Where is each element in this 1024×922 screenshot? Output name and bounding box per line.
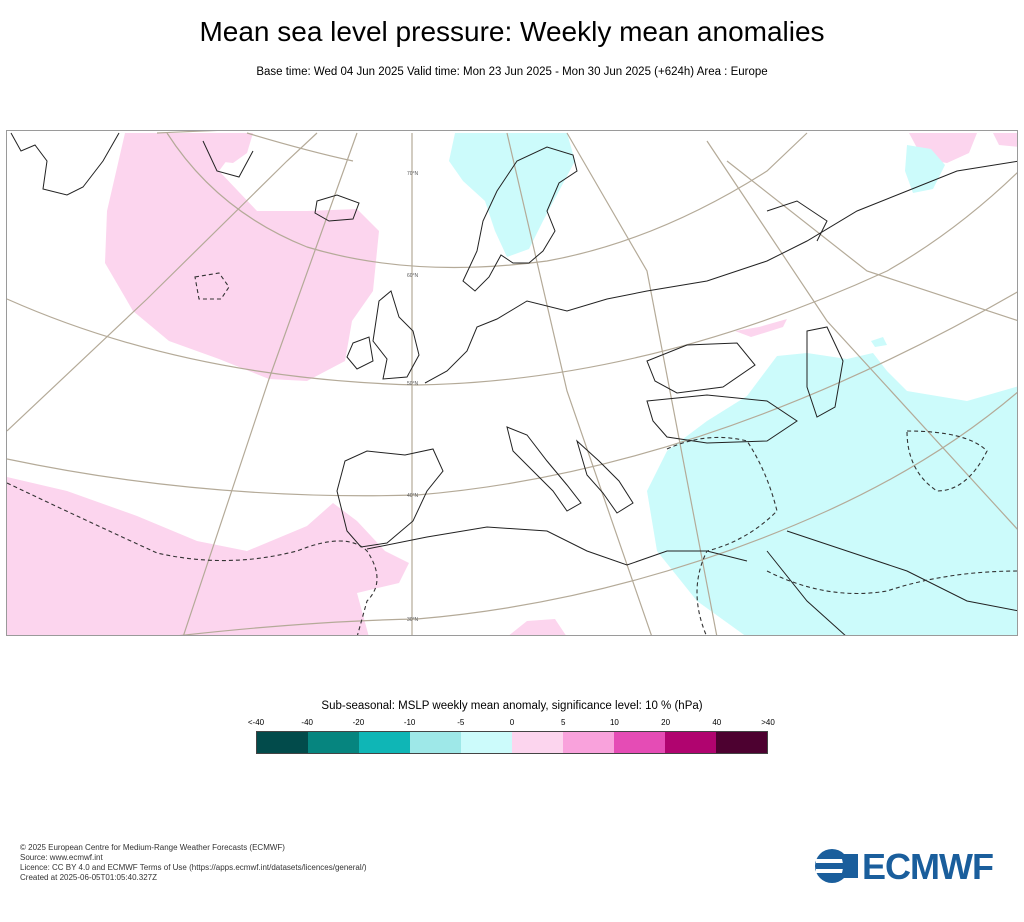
ireland-coast xyxy=(346,336,374,370)
page-title: Mean sea level pressure: Weekly mean ano… xyxy=(199,16,825,47)
white-sea-coast xyxy=(766,200,828,242)
scandinavia-coast xyxy=(462,146,578,292)
lat-label-50: 50°N xyxy=(407,381,419,387)
southeast-negative-anomaly xyxy=(647,353,1017,635)
legend-swatch xyxy=(461,732,512,753)
legend-tick-label: -5 xyxy=(457,718,465,727)
coastlines xyxy=(10,132,1017,635)
legend-tick-label: 20 xyxy=(661,718,671,727)
legend-swatch xyxy=(665,732,716,753)
legend-swatch xyxy=(512,732,563,753)
svalbard-coast xyxy=(202,140,254,178)
caspian-negative-anomaly xyxy=(871,337,887,347)
scandinavia-negative-anomaly xyxy=(449,133,575,257)
legend-tick-label: 5 xyxy=(560,718,566,727)
latitude-labels: 70°N 60°N 50°N 40°N 30°N xyxy=(407,171,419,623)
turkey-coast xyxy=(646,394,798,444)
balkans-greece-coast xyxy=(576,439,634,514)
greenland-positive-anomaly xyxy=(207,133,253,163)
legend-colorbar xyxy=(256,731,768,754)
footer-created: Created at 2025-06-05T01:05:40.327Z xyxy=(20,873,157,882)
red-sea-coast xyxy=(766,550,846,635)
lat-label-60: 60°N xyxy=(407,273,419,279)
legend-swatch xyxy=(410,732,461,753)
north-africa-coast xyxy=(366,526,748,566)
iberia-atlantic-positive-anomaly xyxy=(7,477,409,635)
ecmwf-logo[interactable]: ECMWF xyxy=(814,846,1006,887)
legend-tick-label: -10 xyxy=(403,718,416,727)
footer-source: Source: www.ecmwf.int xyxy=(20,853,103,862)
lat-label-70: 70°N xyxy=(407,171,419,177)
britain-coast xyxy=(372,290,420,380)
footer-copyright: © 2025 European Centre for Medium-Range … xyxy=(20,843,285,852)
legend-tick-label: -40 xyxy=(301,718,313,727)
footer-licence: Licence: CC BY 4.0 and ECMWF Terms of Us… xyxy=(20,863,367,872)
caspian-coast xyxy=(806,326,844,418)
black-sea-coast xyxy=(646,342,756,394)
legend-swatch xyxy=(257,732,308,753)
atlantic-positive-anomaly xyxy=(105,133,379,381)
significance-contours xyxy=(7,272,1017,635)
negative-anomaly-regions xyxy=(449,133,1017,635)
black-sea-positive-anomaly xyxy=(735,319,787,337)
graticule xyxy=(7,131,1017,635)
africa-positive-anomaly xyxy=(509,619,566,635)
legend-tick-label: 40 xyxy=(712,718,722,727)
continent-north-coast xyxy=(424,160,1017,384)
legend-swatch xyxy=(308,732,359,753)
legend-swatch xyxy=(716,732,767,753)
legend-title: Sub-seasonal: MSLP weekly mean anomaly, … xyxy=(321,700,703,712)
legend-tick-label: 10 xyxy=(609,718,619,727)
lat-label-30: 30°N xyxy=(407,617,419,623)
map-canvas: 70°N 60°N 50°N 40°N 30°N xyxy=(7,131,1017,635)
lat-label-40: 40°N xyxy=(407,493,419,499)
italy-coast xyxy=(506,426,582,512)
iberia-coast xyxy=(336,448,444,548)
iceland-coast xyxy=(314,194,360,222)
legend-swatch xyxy=(563,732,614,753)
ecmwf-logo-text: ECMWF xyxy=(862,846,994,887)
legend-tick-label: <-40 xyxy=(247,718,265,727)
footer: © 2025 European Centre for Medium-Range … xyxy=(20,843,367,883)
arabia-coast xyxy=(786,530,1017,612)
legend-swatch xyxy=(614,732,665,753)
page-subtitle: Base time: Wed 04 Jun 2025 Valid time: M… xyxy=(256,66,768,78)
positive-anomaly-regions xyxy=(7,133,1017,635)
legend-tick-label: -20 xyxy=(352,718,365,727)
legend-swatch xyxy=(359,732,410,753)
legend-tick-label: 0 xyxy=(509,718,515,727)
legend-tick-label: >40 xyxy=(761,718,775,727)
greenland-coast xyxy=(10,132,120,196)
northeast-negative-anomaly xyxy=(905,145,945,193)
ecmwf-logo-icon xyxy=(815,849,858,883)
far-northeast-positive-anomaly xyxy=(993,133,1017,147)
map-panel[interactable]: 70°N 60°N 50°N 40°N 30°N xyxy=(6,130,1018,636)
